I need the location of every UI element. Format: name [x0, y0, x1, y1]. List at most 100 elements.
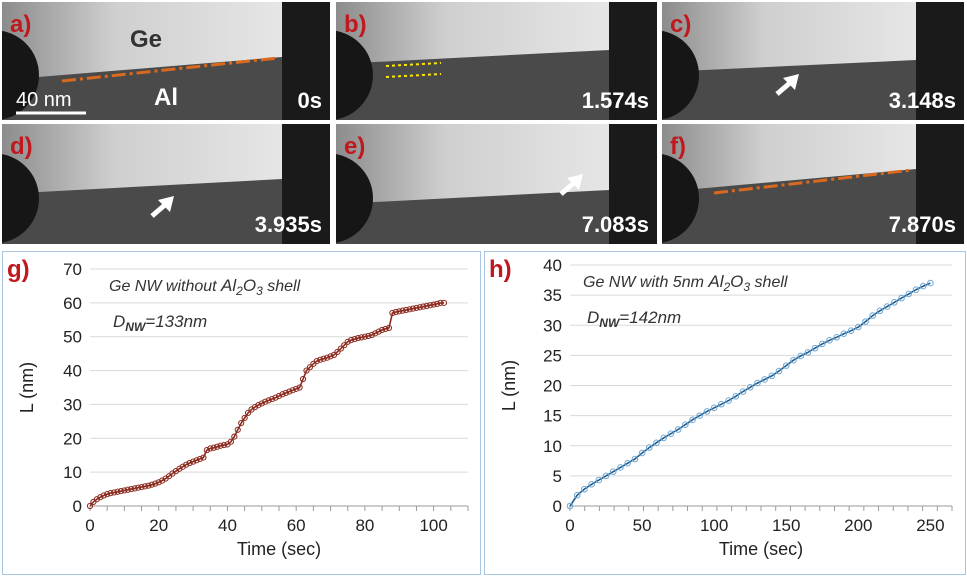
data-point [241, 414, 248, 422]
data-point [107, 490, 114, 497]
time-label: 3.935s [255, 212, 322, 237]
data-point [183, 461, 190, 468]
data-point [189, 458, 197, 465]
data-point [761, 376, 768, 383]
data-point [710, 404, 718, 412]
data-point [358, 334, 365, 341]
data-point [725, 397, 732, 404]
x-tick-label: 100 [700, 516, 728, 535]
dark-particle [2, 30, 39, 120]
dark-edge [916, 2, 964, 120]
al-label: Al [154, 84, 178, 111]
data-point [104, 491, 111, 498]
dark-edge [916, 124, 964, 244]
panel-label: d) [10, 133, 33, 160]
panel-label: b) [344, 11, 367, 38]
data-point [682, 421, 689, 428]
data-point [138, 483, 145, 491]
ge-region [662, 2, 916, 72]
data-point [320, 355, 327, 362]
time-label: 0s [298, 88, 322, 113]
diameter-annotation: DNW=142nm [587, 308, 681, 330]
data-point [117, 488, 125, 495]
panel-label: e) [344, 133, 365, 160]
y-tick-label: 20 [543, 377, 562, 396]
x-tick-label: 250 [916, 516, 944, 535]
data-point [624, 459, 631, 467]
data-point [689, 416, 696, 424]
data-point [869, 312, 877, 319]
data-point [351, 335, 358, 343]
data-point [883, 303, 891, 310]
x-tick-label: 40 [218, 516, 237, 535]
data-point [392, 308, 399, 316]
data-point [898, 294, 905, 302]
time-label: 1.574s [582, 88, 649, 113]
data-point [782, 362, 790, 369]
y-tick-label: 40 [543, 256, 562, 275]
data-point [433, 300, 441, 307]
data-point [272, 394, 279, 401]
data-point [361, 333, 369, 340]
dark-edge [609, 124, 657, 244]
dark-particle [2, 154, 39, 243]
x-tick-label: 50 [633, 516, 652, 535]
data-point [141, 483, 149, 490]
data-point [595, 476, 603, 484]
data-point [306, 364, 314, 371]
data-point [375, 328, 382, 335]
data-point [128, 485, 135, 493]
y-tick-label: 30 [543, 316, 562, 335]
data-point [385, 324, 393, 332]
data-point [790, 356, 797, 364]
x-tick-label: 60 [287, 516, 306, 535]
y-axis-label: L (nm) [499, 360, 519, 411]
x-tick-label: 0 [85, 516, 94, 535]
data-point [145, 482, 152, 489]
panel-label: h) [489, 256, 512, 283]
data-point [203, 447, 210, 454]
data-point [114, 488, 121, 495]
diameter-annotation: DNW=133nm [113, 312, 207, 334]
data-point [905, 290, 913, 298]
tem-image: f) 7.870s [662, 124, 964, 244]
data-point [891, 299, 898, 306]
data-point [797, 352, 804, 360]
data-point [279, 391, 286, 398]
data-point [217, 442, 224, 449]
data-point [631, 455, 639, 463]
x-tick-label: 0 [565, 516, 574, 535]
arrow-icon [775, 74, 799, 96]
panel-label: g) [7, 256, 30, 283]
data-point [86, 502, 94, 510]
data-point [282, 389, 289, 397]
data-point [840, 330, 848, 337]
data-point [581, 485, 588, 493]
y-tick-label: 5 [553, 467, 562, 486]
x-tick-label: 100 [419, 516, 447, 535]
data-point [265, 397, 272, 404]
data-point [912, 286, 920, 294]
data-point [833, 334, 840, 341]
data-point [660, 434, 667, 442]
data-point [855, 323, 862, 331]
data-point [100, 492, 107, 499]
data-point [602, 472, 610, 480]
dark-particle [662, 30, 699, 120]
data-point [645, 444, 653, 451]
y-axis-label: L (nm) [17, 362, 37, 413]
data-point [826, 337, 833, 344]
data-point [196, 455, 204, 463]
tem-panel-b: b) 1.574s [336, 2, 657, 120]
data-point [413, 304, 420, 312]
data-point [416, 304, 423, 311]
data-point [148, 481, 155, 488]
y-tick-label: 70 [63, 260, 82, 279]
data-point [409, 305, 417, 312]
data-point [378, 326, 386, 334]
dark-particle [336, 30, 373, 120]
data-point [200, 454, 207, 461]
data-point [617, 464, 624, 471]
data-point [269, 395, 276, 403]
data-point [653, 439, 660, 447]
